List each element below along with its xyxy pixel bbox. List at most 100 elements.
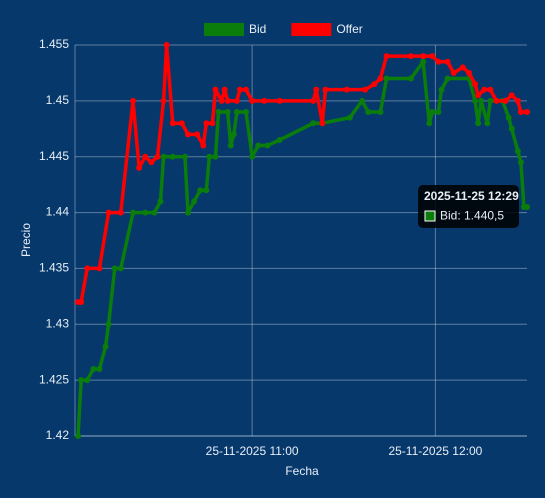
data-point [96, 365, 103, 372]
y-tick-label: 1.45 [46, 93, 70, 107]
data-point [508, 92, 515, 99]
data-point [148, 159, 155, 166]
data-point [362, 86, 369, 93]
data-point [276, 97, 283, 104]
data-point [313, 86, 320, 93]
x-tick-label: 25-11-2025 11:00 [206, 444, 299, 458]
data-point [169, 153, 176, 160]
data-point [322, 86, 329, 93]
data-point [487, 97, 494, 104]
data-point [84, 377, 91, 384]
data-point [194, 131, 201, 138]
data-point [154, 153, 161, 160]
data-point [221, 86, 228, 93]
data-point [371, 81, 378, 88]
data-point [163, 42, 170, 48]
x-axis-label: Fecha [285, 464, 319, 478]
tooltip-title: 2025-11-25 12:29 [424, 189, 519, 203]
data-point [160, 97, 167, 104]
data-point [438, 86, 445, 93]
data-point [505, 114, 512, 121]
data-point [224, 109, 231, 116]
data-point [212, 86, 219, 93]
data-point [102, 343, 109, 350]
data-point [517, 159, 524, 166]
data-point [524, 203, 530, 210]
tooltip-text: Bid: 1.440,5 [440, 209, 504, 223]
data-point [383, 53, 390, 60]
data-point [478, 97, 485, 104]
legend-label: Bid [249, 22, 266, 36]
data-point [243, 109, 250, 116]
data-point [249, 97, 256, 104]
data-point [377, 75, 384, 82]
data-point [230, 131, 237, 138]
data-point [233, 109, 240, 116]
data-point [105, 321, 112, 328]
data-point [224, 97, 231, 104]
data-point [84, 265, 91, 272]
data-point [233, 97, 240, 104]
data-point [264, 142, 271, 149]
data-point [197, 187, 204, 194]
data-point [90, 365, 97, 372]
data-point [227, 142, 234, 149]
data-point [484, 120, 491, 127]
data-point [487, 86, 494, 93]
data-point [261, 97, 268, 104]
data-point [420, 53, 427, 60]
y-tick-label: 1.44 [46, 205, 70, 219]
y-tick-label: 1.455 [39, 37, 69, 51]
data-point [117, 265, 124, 272]
data-point [524, 109, 530, 116]
data-point [493, 97, 500, 104]
data-point [444, 75, 451, 82]
y-tick-label: 1.435 [39, 261, 69, 275]
x-tick-label: 25-11-2025 12:00 [388, 444, 482, 458]
tooltip-box [418, 185, 519, 228]
data-point [377, 109, 384, 116]
data-point [243, 86, 250, 93]
tooltip: 2025-11-25 12:29 Bid: 1.440,5 [418, 185, 519, 228]
data-point [450, 69, 457, 76]
data-point [310, 120, 317, 127]
data-point [502, 97, 509, 104]
data-point [481, 86, 488, 93]
data-point [130, 97, 137, 104]
data-point [319, 120, 326, 127]
data-point [209, 120, 216, 127]
data-point [151, 209, 158, 216]
y-tick-label: 1.445 [39, 149, 69, 163]
data-point [435, 109, 442, 116]
data-point [206, 153, 213, 160]
data-point [429, 53, 436, 60]
legend-swatch [291, 23, 332, 36]
data-point [136, 164, 143, 171]
data-point [472, 97, 479, 104]
data-point [212, 153, 219, 160]
data-point [111, 265, 118, 272]
data-point [203, 187, 210, 194]
data-point [420, 58, 427, 65]
data-point [96, 265, 103, 272]
data-point [346, 114, 353, 121]
data-point [78, 377, 85, 384]
data-point [215, 109, 222, 116]
data-point [185, 209, 191, 216]
data-point [191, 198, 198, 205]
data-point [435, 58, 442, 65]
y-axis-label: Precio [19, 223, 33, 257]
data-point [429, 109, 436, 116]
data-point [310, 97, 317, 104]
data-point [203, 120, 210, 127]
data-point [105, 209, 112, 216]
data-point [508, 125, 515, 132]
y-tick-label: 1.43 [46, 316, 70, 330]
data-point [181, 153, 188, 160]
data-point [407, 53, 414, 60]
data-point [407, 75, 414, 82]
data-point [465, 69, 472, 76]
data-point [276, 136, 283, 143]
